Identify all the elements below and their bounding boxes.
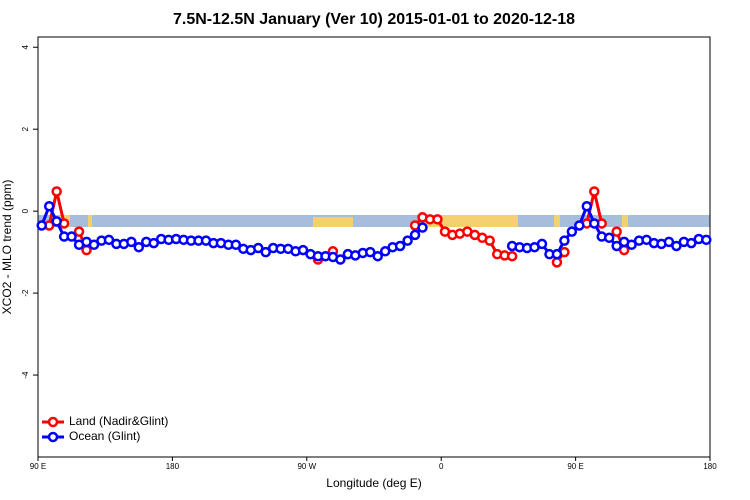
land-band <box>418 215 518 227</box>
y-tick-label: -2 <box>21 289 30 297</box>
x-tick-label: 90 W <box>297 462 316 471</box>
data-point <box>536 238 548 250</box>
data-point <box>686 237 697 249</box>
legend-marker <box>47 431 59 443</box>
data-point <box>402 235 413 246</box>
legend-marker <box>47 416 59 428</box>
legend-label: Land (Nadir&Glint) <box>69 414 168 428</box>
background-band <box>38 215 710 227</box>
data-point <box>297 244 309 256</box>
y-axis-label: XCO2 - MLO trend (ppm) <box>0 180 14 315</box>
data-point <box>88 239 100 250</box>
data-point <box>663 236 675 248</box>
data-point <box>551 257 563 268</box>
data-point <box>103 234 115 246</box>
data-point <box>81 244 92 256</box>
legend-label: Ocean (Glint) <box>69 429 140 443</box>
data-point <box>66 231 77 242</box>
plot-frame <box>37 36 711 458</box>
data-point <box>51 216 62 227</box>
data-point <box>230 239 242 250</box>
data-point <box>566 226 578 237</box>
land-band <box>554 215 560 227</box>
data-point <box>148 237 159 249</box>
ocean-band <box>38 215 710 227</box>
data-point <box>260 246 271 258</box>
x-tick-label: 180 <box>703 462 717 471</box>
land-band <box>622 215 628 227</box>
data-point <box>394 240 406 252</box>
land-band <box>88 215 92 227</box>
data-point <box>372 250 383 262</box>
data-point <box>36 220 47 231</box>
data-point <box>559 235 570 246</box>
x-tick-label: 90 E <box>30 462 46 471</box>
data-point <box>574 220 585 231</box>
x-tick-label: 90 E <box>567 462 583 471</box>
data-point <box>589 218 600 229</box>
data-point <box>417 222 428 233</box>
land-band <box>313 217 353 227</box>
x-tick-label: 180 <box>166 462 180 471</box>
data-point <box>589 186 600 197</box>
data-point <box>43 200 55 212</box>
data-point <box>379 246 391 257</box>
data-point <box>365 246 376 258</box>
data-point <box>73 226 85 237</box>
data-point <box>51 186 62 197</box>
y-tick-label: 2 <box>21 126 30 131</box>
data-point <box>626 239 637 250</box>
data-point <box>335 254 346 265</box>
data-point <box>133 241 145 253</box>
data-point <box>611 240 622 252</box>
data-point <box>506 250 518 262</box>
chart-title: 7.5N-12.5N January (Ver 10) 2015-01-01 t… <box>173 11 575 28</box>
data-point <box>253 242 264 254</box>
x-tick-label: 0 <box>439 462 444 471</box>
data-point <box>551 248 563 260</box>
data-point <box>484 235 495 246</box>
data-point <box>409 229 421 241</box>
data-point <box>611 226 622 237</box>
data-point <box>432 214 443 225</box>
data-point <box>581 200 593 212</box>
data-point <box>126 236 137 248</box>
y-tick-label: -4 <box>21 371 30 379</box>
y-tick-label: 4 <box>21 44 30 49</box>
x-axis-label: Longitude (deg E) <box>326 476 421 490</box>
data-point <box>671 240 682 252</box>
y-tick-label: 0 <box>21 208 30 213</box>
data-point <box>603 232 615 244</box>
data-point <box>701 234 712 246</box>
